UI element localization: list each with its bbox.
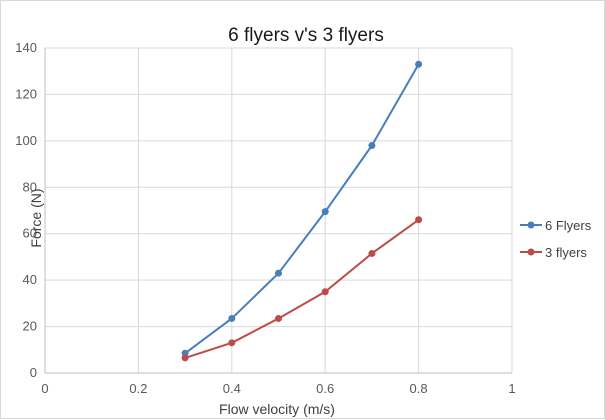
data-point-3-flyers — [415, 216, 423, 224]
data-point-3-flyers — [228, 339, 236, 347]
y-tick-labels: 0 20 40 60 80 100 120 140 — [15, 40, 37, 380]
data-point-3-flyers — [321, 288, 329, 296]
x-axis-title: Flow velocity (m/s) — [219, 401, 335, 417]
gridlines — [44, 47, 513, 374]
y-tick-label: 40 — [23, 272, 37, 287]
y-tick-label: 20 — [23, 319, 37, 334]
x-tick-label: 0.8 — [410, 381, 428, 396]
data-point-6-flyers — [228, 314, 236, 322]
legend-item-3-flyers: 3 flyers — [520, 245, 587, 260]
axes — [44, 48, 512, 374]
y-tick-label: 120 — [15, 86, 37, 101]
series-6-flyers — [181, 60, 423, 357]
x-tick-label: 0.4 — [223, 381, 241, 396]
x-tick-label: 0 — [41, 381, 48, 396]
series-line-6-flyers — [184, 63, 420, 355]
y-tick-label: 140 — [15, 40, 37, 55]
legend-label: 3 flyers — [545, 245, 587, 260]
series-layer — [181, 60, 423, 362]
data-point-6-flyers — [321, 208, 329, 216]
data-point-6-flyers — [368, 142, 376, 149]
series-line-3-flyers — [184, 218, 420, 359]
legend-marker — [527, 248, 535, 256]
data-point-6-flyers — [275, 269, 282, 277]
y-tick-label: 100 — [15, 133, 37, 148]
chart-title: 6 flyers v's 3 flyers — [228, 25, 384, 46]
x-tick-label: 0.2 — [129, 381, 147, 396]
data-point-3-flyers — [368, 249, 376, 257]
y-axis-title: Force (N) — [28, 188, 44, 247]
x-tick-label: 1 — [508, 381, 515, 396]
legend-marker — [527, 221, 535, 229]
legend-label: 6 Flyers — [545, 218, 592, 233]
data-point-3-flyers — [275, 314, 282, 322]
y-tick-label: 60 — [23, 226, 37, 241]
data-point-6-flyers — [415, 60, 423, 68]
y-tick-label: 0 — [30, 365, 37, 380]
data-point-3-flyers — [181, 354, 189, 362]
x-tick-labels: 0 0.2 0.4 0.6 0.8 1 — [41, 381, 515, 396]
legend-item-6-flyers: 6 Flyers — [520, 218, 592, 233]
legend: 6 Flyers 3 flyers — [520, 218, 592, 260]
series-3-flyers — [181, 216, 423, 362]
y-tick-label: 80 — [23, 179, 37, 194]
x-tick-label: 0.6 — [316, 381, 334, 396]
